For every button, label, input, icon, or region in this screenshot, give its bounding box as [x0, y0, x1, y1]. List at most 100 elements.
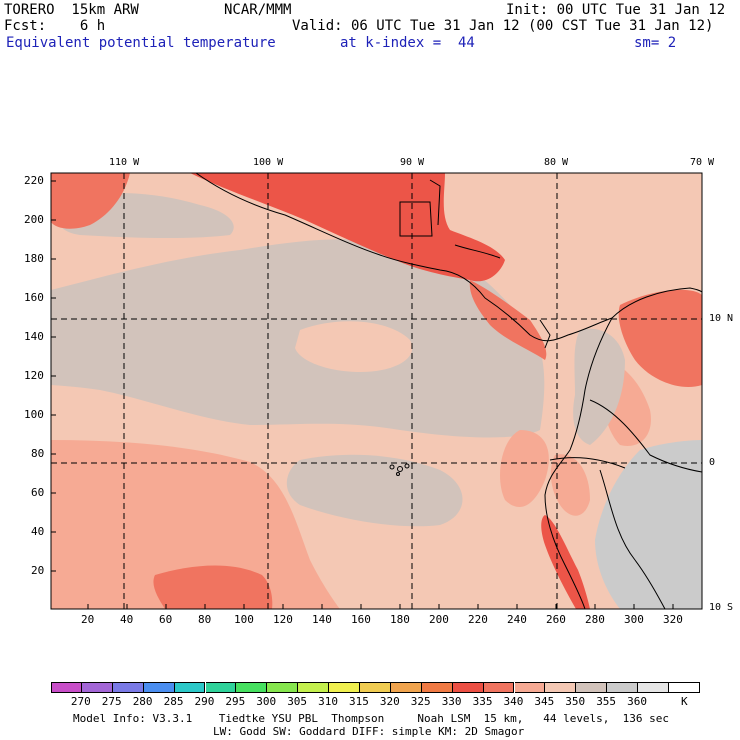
region-345-amazon: [573, 328, 625, 445]
colorbar-swatch: [329, 682, 360, 693]
colorbar-label: 305: [287, 695, 308, 708]
model-title: TORERO 15km ARW: [4, 2, 139, 18]
region-330-isthmus: [469, 280, 547, 360]
colorbar-label: 325: [410, 695, 431, 708]
x-tick-label: 40: [120, 613, 134, 626]
y-tick-label: 180: [24, 252, 44, 265]
x-tick-label: 320: [663, 613, 683, 626]
x-tick-label: 160: [351, 613, 371, 626]
x-tick-label: 220: [468, 613, 488, 626]
lon-label-100w: 100 W: [253, 157, 284, 168]
colorbar-swatch: [236, 682, 268, 693]
lat-label-10s: 10 S: [709, 602, 734, 613]
y-tick-label: 120: [24, 369, 44, 382]
colorbar-swatch: [112, 682, 144, 693]
region-345-south: [286, 454, 463, 527]
lon-label-80w: 80 W: [544, 157, 569, 168]
region-325-mexico: [190, 173, 505, 282]
model-info: Model Info: V3.3.1 Tiedtke YSU PBL Thomp…: [73, 712, 670, 725]
colorbar-label: 320: [379, 695, 400, 708]
x-tick-label: 260: [546, 613, 566, 626]
x-tick-label: 140: [312, 613, 332, 626]
colorbar-label: 280: [132, 695, 153, 708]
y-tick-label: 140: [24, 330, 44, 343]
y-tick-label: 80: [31, 447, 45, 460]
lon-label-70w: 70 W: [690, 157, 715, 168]
colorbar-swatch: [514, 682, 546, 693]
y-tick-label: 60: [31, 486, 45, 499]
lon-label-110w: 110 W: [109, 157, 140, 168]
y-tick-label: 40: [31, 525, 45, 538]
colorbar-label: 285: [163, 695, 184, 708]
x-tick-label: 300: [624, 613, 644, 626]
region-345-pacific: [51, 239, 545, 438]
region-330-south: [153, 565, 273, 609]
colorbar-swatch: [298, 682, 330, 693]
x-tick-label: 200: [429, 613, 449, 626]
smoothing-label: sm= 2: [634, 35, 677, 51]
region-335-ecuador: [550, 454, 590, 516]
forecast-hour: Fcst: 6 h: [4, 18, 106, 34]
colorbar-swatch: [81, 682, 113, 693]
colorbar-label: 295: [225, 695, 246, 708]
colorbar-label: 290: [194, 695, 215, 708]
colorbar-label: 310: [318, 695, 338, 708]
colorbar-label: 340: [503, 695, 524, 708]
x-tick-label: 80: [198, 613, 212, 626]
x-tick-label: 280: [585, 613, 605, 626]
colorbar-label: 270: [70, 695, 91, 708]
x-tick-label: 120: [273, 613, 293, 626]
colorbar-label: 335: [472, 695, 493, 708]
x-tick-label: 240: [507, 613, 527, 626]
colorbar-swatch: [390, 682, 422, 693]
colorbar-label: 360: [627, 695, 647, 708]
colorbar-swatch: [669, 682, 700, 693]
field-name: Equivalent potential temperature: [6, 35, 276, 51]
region-335-eastpac: [500, 430, 549, 508]
colorbar-swatch: [51, 682, 82, 693]
valid-time: Valid: 06 UTC Tue 31 Jan 12 (00 CST Tue …: [292, 18, 714, 34]
colorbar-swatch: [360, 682, 391, 693]
colorbar-swatch: [452, 682, 484, 693]
colorbar-label: 355: [596, 695, 617, 708]
lat-label-0: 0: [709, 457, 716, 468]
colorbar-label: 275: [101, 695, 122, 708]
x-tick-label: 100: [234, 613, 254, 626]
colorbar-label: 350: [565, 695, 586, 708]
colorbar-swatch: [174, 682, 206, 693]
physics-info: LW: Godd SW: Goddard DIFF: simple KM: 2D…: [213, 725, 525, 738]
x-tick-label: 20: [81, 613, 95, 626]
colorbar-swatch: [267, 682, 299, 693]
x-axis-ticks: [87, 604, 674, 609]
y-axis-ticks: [51, 180, 56, 572]
x-tick-label: 60: [159, 613, 173, 626]
colorbar-label: 300: [256, 695, 277, 708]
region-350-interior: [595, 440, 702, 609]
lat-label-10n: 10 N: [709, 313, 734, 324]
y-tick-label: 160: [24, 291, 44, 304]
colorbar-label: 315: [349, 695, 369, 708]
y-tick-label: 100: [24, 408, 44, 421]
colorbar-swatch: [607, 682, 639, 693]
theta-e-field: [51, 173, 702, 609]
map-frame: [50, 172, 703, 610]
colorbar-swatch: [638, 682, 669, 693]
region-330-colombia: [618, 289, 702, 388]
colorbar-swatch: [421, 682, 453, 693]
colorbar-label: 345: [534, 695, 555, 708]
level-label: at k-index = 44: [340, 35, 475, 51]
colorbar-swatch: [143, 682, 175, 693]
y-tick-label: 20: [31, 564, 45, 577]
lon-label-90w: 90 W: [400, 157, 425, 168]
y-tick-label: 220: [24, 174, 44, 187]
colorbar-label: K: [681, 695, 688, 708]
colorbar-swatch: [483, 682, 515, 693]
center-label: NCAR/MMM: [224, 2, 292, 18]
region-340-swirl: [295, 321, 413, 372]
colorbar-swatch: [545, 682, 577, 693]
graticule: [51, 173, 702, 609]
x-tick-label: 180: [390, 613, 410, 626]
colorbar-swatch: [205, 682, 237, 693]
region-330-northwest: [51, 173, 130, 229]
